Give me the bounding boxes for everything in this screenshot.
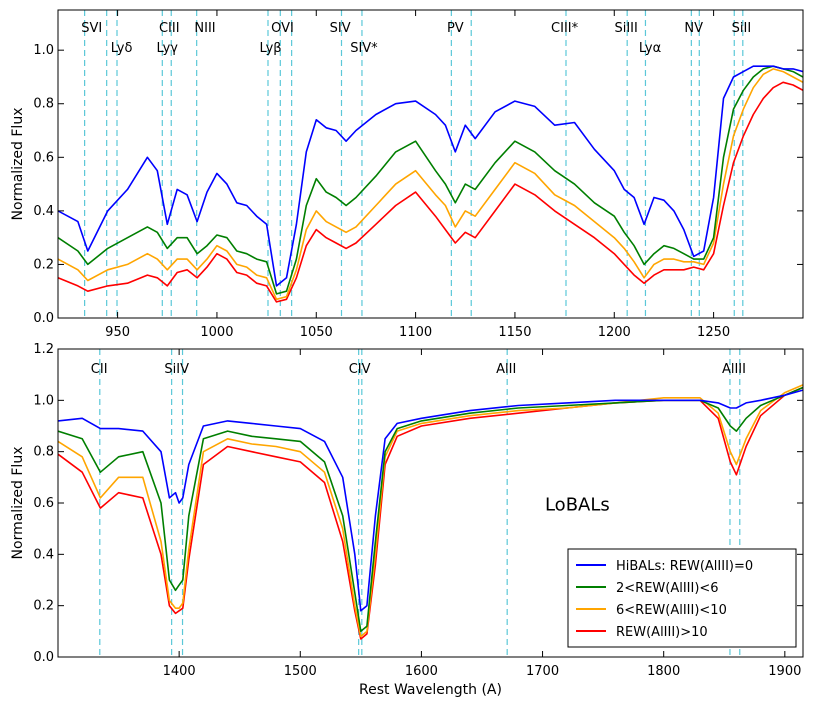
legend-label: HiBALs: REW(AlIII)=0 (616, 559, 753, 574)
line-label: OVI (271, 21, 294, 36)
series-group (58, 65, 803, 303)
y-tick-label: 0.0 (33, 311, 54, 326)
x-tick-label: 1800 (647, 664, 680, 679)
x-tick-label: 1250 (697, 325, 730, 340)
line-markers (99, 349, 741, 657)
line-label: PV (447, 21, 464, 36)
line-label: Lyδ (111, 41, 133, 56)
line-label: CIII* (551, 21, 579, 36)
top-panel: 950 1000 1050 1100 1150 1200 1250 0.0 0.2 0.4 0.6 0… (10, 9, 804, 340)
series-line (58, 386, 803, 633)
legend-label: 6<REW(AlIII)<10 (616, 603, 727, 618)
line-label: CII (91, 362, 108, 377)
x-tick-label: 1150 (498, 325, 531, 340)
line-label: NIII (194, 21, 215, 36)
y-axis-title: Normalized Flux (10, 447, 26, 560)
y-tick-label: 0.0 (33, 650, 54, 665)
line-markers (84, 10, 744, 318)
series-line (58, 384, 803, 638)
x-tick-label: 1600 (405, 664, 438, 679)
x-tick-label: 1000 (200, 325, 233, 340)
line-label: NV (684, 21, 703, 36)
x-tick-label: 1100 (399, 325, 432, 340)
series-line (58, 81, 803, 303)
series-line (58, 389, 803, 612)
x-tick-label: 1050 (300, 325, 333, 340)
bottom-panel: 1400 1500 1600 1700 1800 1900 0.0 0.2 0.4 0.6 0.8 1… (10, 342, 804, 698)
y-tick-label: 1.0 (33, 393, 54, 408)
series-group (58, 384, 803, 640)
series-line (58, 65, 803, 295)
y-tick-label: 0.4 (33, 547, 54, 562)
x-tick-label: 1900 (768, 664, 801, 679)
x-tick-label: 1400 (163, 664, 196, 679)
y-tick-label: 1.2 (33, 342, 54, 357)
x-tick-label: 1200 (598, 325, 631, 340)
y-tick-label: 0.2 (33, 599, 54, 614)
legend: HiBALs: REW(AlIII)=0 2<REW(AlIII)<6 6<REW(… (567, 548, 797, 648)
y-tick-label: 0.8 (33, 445, 54, 460)
line-label: Lyβ (260, 41, 282, 56)
line-label: Lyα (639, 41, 661, 56)
y-tick-label: 1.0 (33, 43, 54, 58)
legend-label: 2<REW(AlIII)<6 (616, 581, 719, 596)
x-tick-label: 1700 (526, 664, 559, 679)
line-label: SIV* (350, 41, 378, 56)
y-tick-label: 0.4 (33, 204, 54, 219)
y-axis-title: Normalized Flux (10, 108, 26, 221)
plot-frame (57, 9, 804, 319)
line-label: SiII (732, 21, 752, 36)
lobals-annotation: LoBALs (545, 495, 610, 516)
y-tick-label: 0.8 (33, 97, 54, 112)
line-label: SIV (330, 21, 351, 36)
x-axis-title: Rest Wavelength (A) (359, 682, 502, 698)
line-label: CIV (349, 362, 371, 377)
line-label: AlIII (722, 362, 746, 377)
y-tick-label: 0.2 (33, 257, 54, 272)
legend-label: REW(AlIII)>10 (616, 625, 708, 640)
line-label: SiIII (614, 21, 637, 36)
x-tick-label: 1500 (284, 664, 317, 679)
series-line (58, 68, 803, 301)
series-line (58, 65, 803, 287)
line-label: SVI (81, 21, 102, 36)
y-tick-label: 0.6 (33, 496, 54, 511)
line-label: AlII (496, 362, 516, 377)
y-tick-label: 0.6 (33, 150, 54, 165)
line-label: CIII (159, 21, 180, 36)
line-label: SiIV (164, 362, 189, 377)
x-tick-label: 950 (105, 325, 130, 340)
line-label: Lyγ (157, 41, 179, 56)
